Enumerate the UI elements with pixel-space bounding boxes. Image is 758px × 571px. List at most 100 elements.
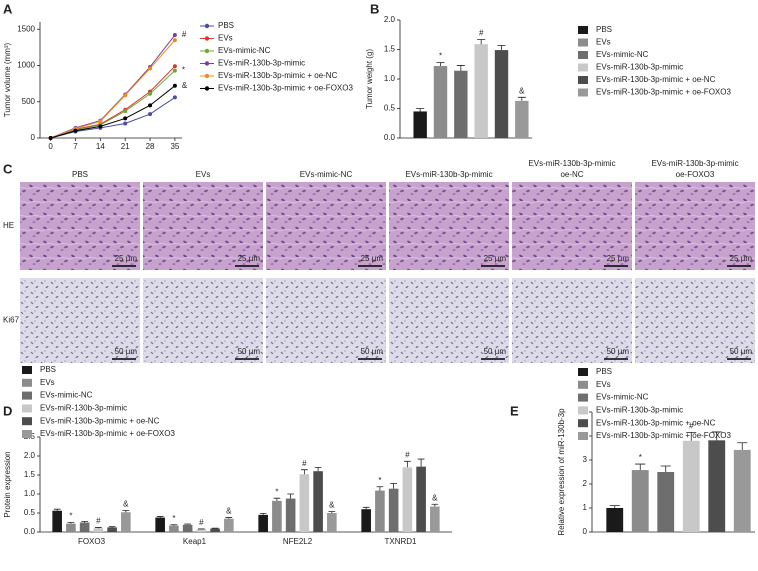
y-tick-label: 2.0 (384, 15, 396, 24)
legend-label: EVs (218, 34, 233, 43)
error-bar (390, 482, 397, 489)
error-bar (259, 512, 267, 515)
error-bar (67, 522, 75, 524)
point (172, 33, 177, 38)
x-tick-label: 35 (170, 142, 179, 151)
micrograph (266, 182, 386, 270)
x-tick-label: Keap1 (183, 537, 207, 546)
panel-label: B (370, 1, 379, 16)
annotation: * (182, 66, 185, 75)
annotation: # (96, 517, 101, 526)
legend-marker (204, 36, 210, 41)
column-label: EVs-miR-130b-3p-mimic (528, 159, 615, 168)
annotation: # (479, 29, 484, 38)
bar (299, 474, 310, 532)
bar (631, 470, 649, 532)
y-tick-label: 3 (583, 455, 588, 464)
error-bar (404, 460, 411, 468)
legend-swatch (578, 368, 588, 376)
legend-marker (204, 48, 210, 54)
legend-label: EVs-mimic-NC (218, 46, 271, 55)
bar (361, 509, 371, 532)
bar (416, 466, 426, 532)
legend-swatch (578, 432, 588, 440)
row-label: Ki67 (3, 316, 20, 325)
series-line (50, 65, 176, 139)
annotation: & (519, 86, 525, 95)
error-bar (477, 39, 486, 45)
column-label: EVs-mimic-NC (300, 170, 353, 179)
legend-label: EVs-miR-130b-3p-mimic + oe-FOXO3 (40, 429, 175, 438)
legend-swatch (578, 26, 588, 34)
bar (79, 522, 90, 532)
annotation: & (329, 501, 335, 510)
series-line (50, 85, 176, 139)
bar (327, 513, 337, 532)
legend-label: EVs-miR-130b-3p-mimic (218, 59, 305, 68)
annotation: * (639, 453, 642, 462)
x-tick-label: NFE2L2 (283, 537, 313, 546)
x-tick-label: 21 (121, 142, 130, 151)
point (148, 103, 153, 108)
micrograph (389, 278, 509, 363)
scale-bar-label: 50 µm (730, 347, 753, 356)
annotation: * (172, 514, 175, 523)
legend-swatch (578, 38, 588, 47)
scale-bar-label: 50 µm (607, 347, 630, 356)
legend-swatch (22, 417, 32, 426)
column-label: PBS (72, 170, 88, 179)
error-bar (328, 511, 336, 513)
panel-label: C (3, 161, 13, 176)
bar (474, 44, 488, 138)
scale-bar-label: 25 µm (607, 254, 630, 263)
bar (224, 518, 234, 532)
legend-label: EVs-miR-130b-3p-mimic + oe-FOXO3 (218, 84, 353, 93)
bar (708, 440, 726, 532)
bar (258, 514, 268, 532)
error-bar (314, 467, 322, 472)
legend-swatch (578, 419, 588, 428)
bar (182, 524, 193, 532)
column-label: oe-NC (560, 170, 583, 179)
annotation: # (405, 450, 410, 459)
legend-label: EVs-miR-130b-3p-mimic (40, 404, 127, 413)
error-bar (436, 62, 445, 67)
panel-label: E (510, 403, 519, 418)
point (172, 68, 177, 73)
legend-swatch (578, 393, 588, 402)
error-bar (497, 44, 506, 51)
panel-label: D (3, 403, 12, 418)
x-tick-label: 14 (96, 142, 105, 151)
point (148, 112, 153, 117)
bar (454, 70, 468, 138)
y-axis-label: Protein expression (3, 451, 12, 517)
axis (39, 22, 182, 139)
point (148, 91, 153, 96)
series-line (50, 96, 176, 139)
legend-label: EVs-mimic-NC (596, 50, 649, 59)
bar (433, 66, 448, 138)
micrograph (143, 182, 263, 270)
y-tick-label: 0.0 (384, 133, 396, 142)
legend-swatch (578, 380, 588, 389)
point (98, 119, 103, 124)
bar (388, 488, 399, 532)
annotation: & (226, 507, 232, 516)
error-bar (53, 508, 61, 511)
legend-swatch (22, 391, 32, 400)
point (123, 109, 128, 114)
legend-marker (204, 86, 210, 91)
legend-label: EVs-mimic-NC (40, 391, 93, 400)
scale-bar-label: 25 µm (238, 254, 261, 263)
legend-swatch (578, 51, 588, 59)
point (123, 93, 128, 98)
error-bar (431, 503, 439, 507)
micrograph (20, 278, 140, 363)
annotation: * (275, 487, 278, 496)
micrograph (512, 182, 632, 270)
error-bar (456, 65, 465, 71)
error-bar (416, 108, 425, 112)
legend-label: EVs-miR-130b-3p-mimic + oe-FOXO3 (596, 88, 731, 97)
bar (210, 528, 220, 532)
bar (375, 490, 385, 532)
